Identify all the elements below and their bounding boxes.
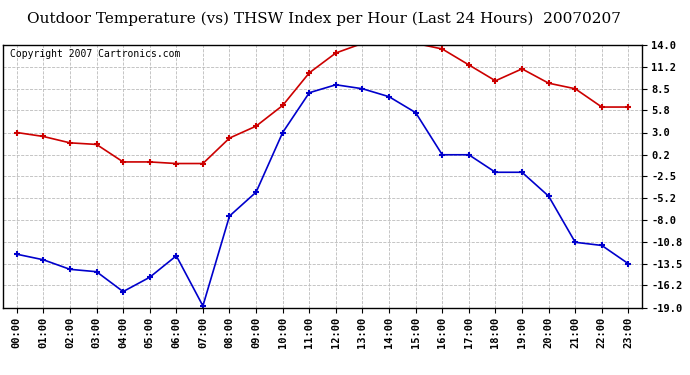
Text: Outdoor Temperature (vs) THSW Index per Hour (Last 24 Hours)  20070207: Outdoor Temperature (vs) THSW Index per … [28,11,621,26]
Text: Copyright 2007 Cartronics.com: Copyright 2007 Cartronics.com [10,49,180,59]
